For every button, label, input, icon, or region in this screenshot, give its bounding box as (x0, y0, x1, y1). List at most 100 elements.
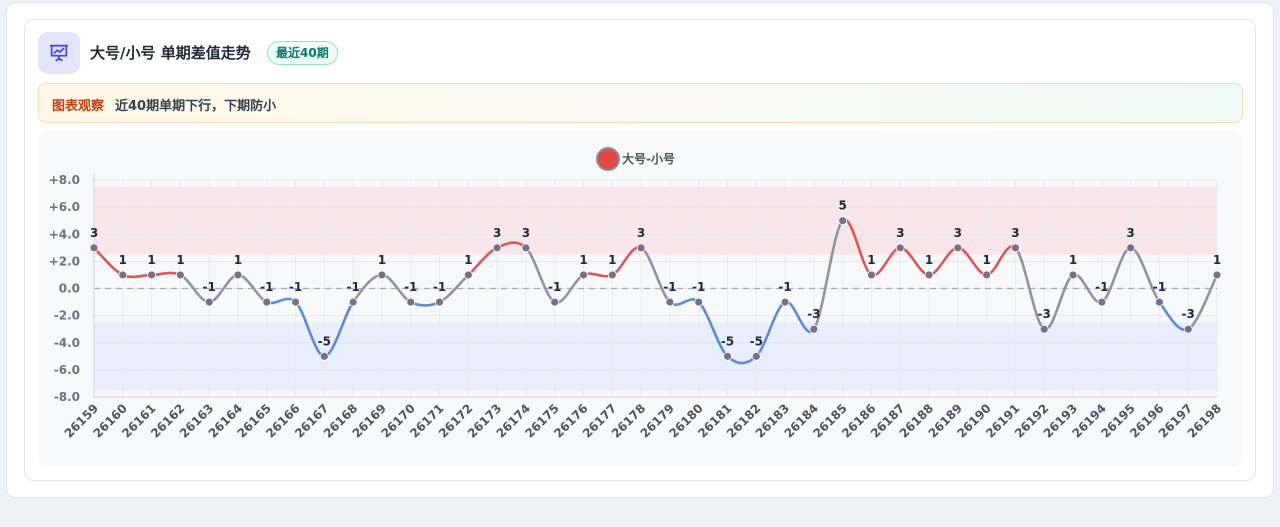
data-label: 3 (522, 226, 530, 240)
y-tick-label: -4.0 (54, 336, 80, 350)
data-point (435, 297, 444, 307)
chart-observation-banner: 图表观察 近40期单期下行，下期防小 (38, 83, 1243, 123)
data-point (953, 243, 963, 253)
data-point (895, 243, 905, 253)
y-tick-label: -8.0 (54, 390, 80, 404)
data-label: 1 (147, 253, 155, 267)
data-label: 3 (1011, 226, 1019, 240)
data-point (1039, 324, 1049, 334)
data-label: 1 (464, 253, 472, 267)
period-badge: 最近40期 (267, 41, 338, 65)
data-point (291, 297, 300, 307)
data-label: 1 (1213, 253, 1221, 267)
data-label: 1 (867, 253, 875, 267)
data-label: -1 (778, 280, 791, 294)
data-label: -5 (721, 334, 734, 348)
data-label: -3 (1038, 307, 1051, 321)
presentation-chart-icon (49, 44, 69, 62)
data-point (723, 351, 732, 361)
observation-tag: 图表观察 (52, 99, 105, 114)
chart-area: +8.0 +6.0 +4.0 +2.0 0.0 -2.0 -4.0 -6.0 -8.0 3 1 1 1 -… (38, 131, 1243, 467)
data-label: 1 (378, 253, 386, 267)
data-point (1097, 297, 1107, 307)
y-tick-label: +4.0 (49, 227, 80, 241)
data-point (319, 351, 329, 361)
data-label: 3 (90, 226, 98, 240)
data-label: 3 (637, 226, 645, 240)
data-label: 1 (1069, 253, 1077, 267)
data-point (463, 270, 473, 280)
data-point (1183, 324, 1193, 334)
data-point (204, 297, 214, 307)
chart-icon-box (38, 32, 80, 74)
series-line-segment (1042, 273, 1075, 331)
legend-label: 大号-小号 (622, 151, 675, 166)
data-label: 1 (234, 253, 242, 267)
data-point (377, 270, 387, 280)
data-label: -5 (750, 334, 763, 348)
data-point (550, 297, 560, 307)
data-label: 3 (493, 226, 501, 240)
data-label: -1 (433, 280, 446, 294)
data-point (147, 270, 156, 280)
data-label: -1 (260, 280, 273, 294)
data-label: 1 (176, 253, 184, 267)
y-tick-label: +8.0 (49, 173, 80, 187)
data-point (607, 270, 617, 280)
data-label: -1 (289, 280, 302, 294)
data-label: -1 (203, 280, 216, 294)
data-point (1068, 270, 1078, 280)
data-point (89, 243, 99, 253)
data-label: 1 (119, 253, 127, 267)
data-label: -3 (1182, 307, 1195, 321)
line-chart: +8.0 +6.0 +4.0 +2.0 0.0 -2.0 -4.0 -6.0 -8.0 3 1 1 1 -… (49, 147, 1224, 441)
data-label: 1 (579, 253, 587, 267)
data-point (751, 351, 761, 361)
data-point (521, 243, 531, 253)
y-tick-label: -6.0 (54, 363, 80, 377)
observation-text: 近40期单期下行，下期防小 (115, 99, 277, 114)
data-label: -1 (663, 280, 676, 294)
data-point (780, 297, 790, 307)
data-label: 5 (838, 199, 846, 213)
data-point (867, 270, 876, 280)
y-tick-label: -2.0 (54, 309, 80, 323)
data-label: 1 (982, 253, 990, 267)
data-label: 1 (925, 253, 933, 267)
data-label: -1 (548, 280, 561, 294)
data-point (809, 324, 819, 334)
data-label: -5 (318, 334, 331, 348)
data-label: -1 (692, 280, 705, 294)
data-point (406, 297, 416, 307)
data-point (1155, 297, 1164, 307)
data-point (579, 270, 588, 280)
y-tick-label: +6.0 (49, 200, 80, 214)
y-tick-label: +2.0 (49, 254, 80, 268)
data-point (665, 297, 675, 307)
data-label: 3 (954, 226, 962, 240)
data-point (694, 297, 704, 307)
data-point (175, 270, 185, 280)
data-point (348, 297, 358, 307)
data-label: 3 (1126, 226, 1134, 240)
data-point (636, 243, 646, 253)
data-label: 3 (896, 226, 904, 240)
data-label: -1 (346, 280, 359, 294)
data-label: -1 (1153, 280, 1166, 294)
data-label: -1 (1095, 280, 1108, 294)
data-point (982, 270, 992, 280)
data-point (1126, 243, 1136, 253)
data-label: -3 (807, 307, 820, 321)
data-point (262, 297, 272, 307)
zone-band-high (94, 186, 1217, 255)
series-line-segment (812, 219, 844, 331)
data-point (492, 243, 502, 253)
data-label: -1 (404, 280, 417, 294)
y-tick-label: 0.0 (59, 282, 80, 296)
zone-band-low (94, 322, 1217, 391)
data-point (1212, 270, 1222, 280)
data-label: 1 (608, 253, 616, 267)
data-point (233, 270, 243, 280)
data-point (1011, 243, 1020, 253)
legend-marker (596, 147, 620, 171)
